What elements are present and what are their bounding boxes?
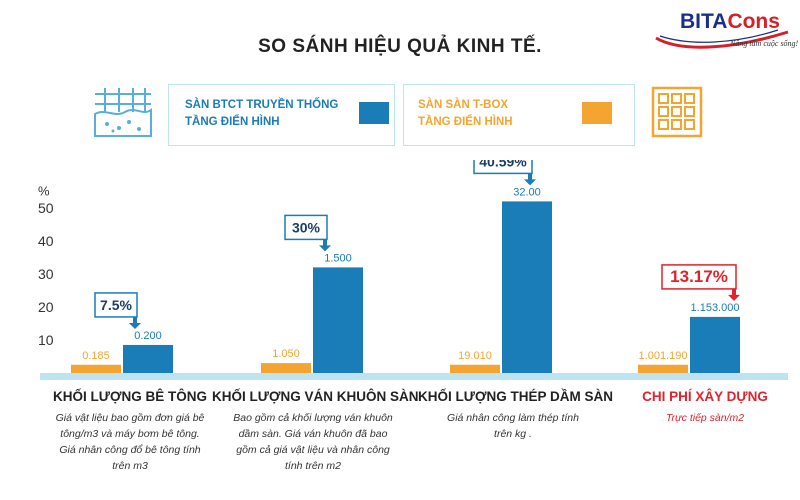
bitacons-logo: BITACons Nâng tầm cuộc sống! — [650, 6, 799, 56]
y-tick-label: 10 — [38, 332, 54, 348]
bar-tbox — [450, 364, 500, 373]
logo-swoosh-icon — [655, 29, 789, 49]
description-line: trên kg . — [494, 428, 532, 440]
category-label-cost: CHI PHÍ XÂY DỰNG — [642, 389, 768, 404]
data-label: 1.001.190 — [639, 350, 688, 362]
description-line: gồm cả giá vật liệu và nhân công — [236, 444, 390, 456]
description-line: trên m3 — [112, 460, 148, 472]
savings-box — [473, 160, 533, 175]
y-tick-label: 30 — [38, 266, 54, 282]
bar-chart: % 10 20 30 40 50 0.185 0.200 7.5% 1.050 1.500 30% 19… — [38, 160, 788, 380]
description-line: Giá nhân công làm thép tính — [447, 412, 579, 424]
bar-tbox — [261, 363, 311, 373]
legend-item-tbox: SÀN SÀN T-BOX TẦNG ĐIỂN HÌNH — [403, 84, 635, 146]
down-arrow-icon — [728, 288, 740, 301]
y-tick-label: 20 — [38, 299, 54, 315]
y-tick-label: 50 — [38, 200, 54, 216]
data-label: 32.00 — [513, 186, 541, 198]
legend-swatch-blue — [359, 102, 389, 124]
category-label-steel: KHỐI LƯỢNG THÉP DẦM SÀN — [418, 389, 613, 404]
description-line: Giá nhân công đổ bê tông tính — [59, 444, 201, 456]
legend-label-line: TẦNG ĐIỂN HÌNH — [185, 116, 280, 128]
bar-traditional — [313, 267, 363, 373]
legend-label-traditional: SÀN BTCT TRUYỀN THỐNG TẦNG ĐIỂN HÌNH — [185, 97, 338, 131]
bar-tbox — [71, 364, 121, 373]
down-arrow-icon — [129, 316, 141, 329]
description-concrete: Giá vật liệu bao gồm đơn giá bê tông/m3 … — [30, 410, 230, 474]
bar-traditional — [123, 344, 173, 373]
data-label: 0.185 — [82, 350, 110, 362]
description-line: tính trên m2 — [284, 460, 342, 472]
description-line: Bao gồm cả khối lượng ván khuôn — [233, 412, 393, 424]
baseline-band — [40, 373, 788, 380]
savings-box — [661, 264, 737, 290]
data-label: 0.200 — [134, 330, 162, 342]
data-label: 19.010 — [458, 350, 492, 362]
y-axis-label: % — [38, 184, 50, 199]
description-line: Giá vật liệu bao gồm đơn giá bê — [55, 412, 205, 424]
legend-label-line: SÀN BTCT TRUYỀN THỐNG — [185, 99, 339, 111]
description-line: tông/m3 và máy bơm bê tông. — [60, 428, 200, 440]
savings-label: 30% — [292, 219, 321, 235]
category-label-formwork: KHỐI LƯỢNG VÁN KHUÔN SÀN — [212, 389, 419, 404]
savings-box — [94, 292, 138, 318]
category-label-concrete: KHỐI LƯỢNG BÊ TÔNG — [53, 389, 207, 404]
y-tick-label: 40 — [38, 233, 54, 249]
logo-text-blue: BITA — [680, 10, 728, 33]
logo-text-red: Cons — [727, 10, 780, 33]
savings-label: 7.5% — [100, 297, 132, 313]
legend-swatch-orange — [582, 102, 612, 124]
description-cost: Trực tiếp sàn/m2 — [665, 412, 745, 424]
legend-label-line: TẦNG ĐIỂN HÌNH — [418, 116, 513, 128]
logo-slogan: Nâng tầm cuộc sống! — [730, 39, 799, 48]
bar-traditional — [690, 316, 740, 373]
bar-traditional — [502, 201, 552, 373]
waffle-grid-icon — [651, 86, 703, 138]
chart-title: SO SÁNH HIỆU QUẢ KINH TẾ. — [258, 36, 542, 57]
concrete-slab-icon — [94, 88, 152, 137]
down-arrow-icon — [524, 173, 536, 186]
savings-box — [284, 214, 328, 241]
bar-tbox — [638, 364, 688, 373]
legend-item-traditional: SÀN BTCT TRUYỀN THỐNG TẦNG ĐIỂN HÌNH — [168, 84, 395, 146]
legend-label-tbox: SÀN SÀN T-BOX TẦNG ĐIỂN HÌNH — [418, 97, 513, 131]
legend-label-line: SÀN SÀN T-BOX — [418, 99, 509, 111]
savings-label: 13.17% — [670, 267, 728, 286]
data-label: 1.153.000 — [691, 302, 740, 314]
description-steel: Giá nhân công làm thép tính trên kg . — [428, 410, 598, 442]
down-arrow-icon — [319, 239, 331, 252]
data-label: 1.050 — [272, 348, 300, 360]
description-formwork: Bao gồm cả khối lượng ván khuôn dầm sàn.… — [218, 410, 408, 474]
description-line: dầm sàn. Giá ván khuôn đã bao — [238, 428, 388, 440]
savings-label: 40.59% — [479, 160, 527, 169]
data-label: 1.500 — [324, 252, 352, 264]
